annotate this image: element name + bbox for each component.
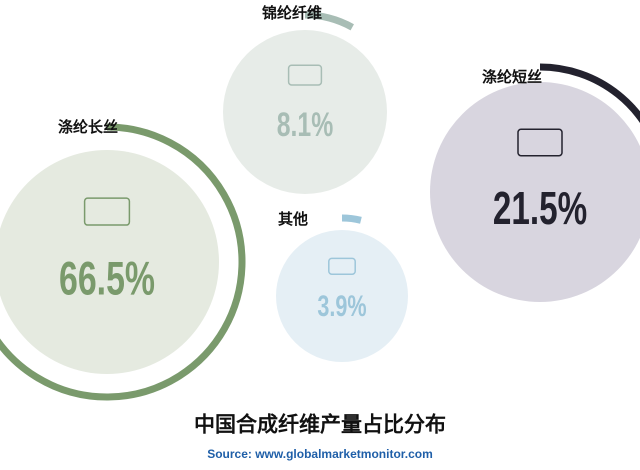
value-label: 66.5%	[59, 252, 155, 305]
value-label: 3.9%	[317, 288, 366, 322]
category-label: 其他	[278, 210, 308, 228]
bubble	[430, 82, 640, 302]
share-arc	[341, 214, 362, 224]
share-arc	[304, 11, 354, 31]
icon	[83, 197, 131, 226]
share-arc	[0, 123, 246, 401]
icon	[328, 257, 356, 275]
icon	[287, 64, 323, 86]
category-label: 涤纶长丝	[58, 118, 118, 136]
bubble	[223, 30, 387, 194]
share-arc	[539, 63, 640, 124]
bubble	[0, 150, 219, 374]
bubble	[276, 230, 408, 362]
value-label: 8.1%	[277, 106, 334, 144]
source: Source: www.globalmarketmonitor.com	[207, 447, 433, 461]
value-label: 21.5%	[493, 183, 587, 235]
category-label: 涤纶短丝	[482, 68, 542, 86]
category-label: 锦纶纤维	[262, 4, 322, 22]
icon	[517, 128, 563, 157]
chart-title: 中国合成纤维产量占比分布	[194, 413, 446, 437]
